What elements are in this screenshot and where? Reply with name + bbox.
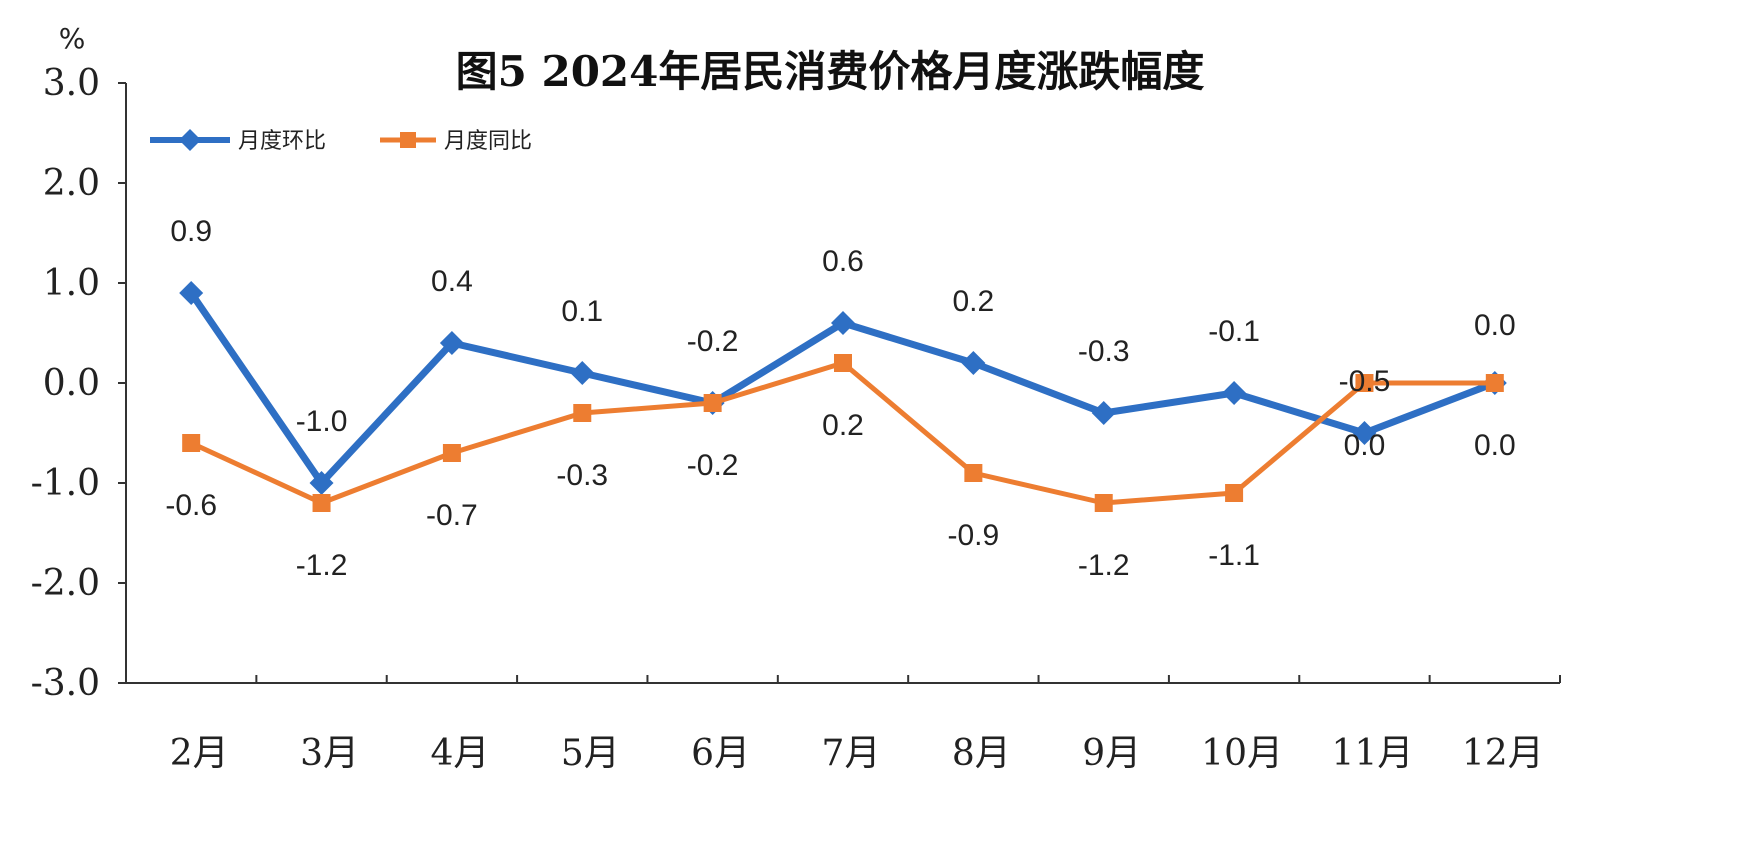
- y-tick-label: 3.0: [43, 63, 100, 104]
- data-label-1: 0.1: [561, 295, 603, 328]
- x-tick-label: 12月: [1462, 733, 1544, 774]
- data-label-1: -0.3: [1078, 335, 1130, 368]
- x-tick-label: 4月: [430, 733, 489, 774]
- data-point-1: [179, 281, 204, 305]
- data-label-2: 0.0: [1344, 429, 1386, 462]
- data-label-1: 0.9: [170, 215, 212, 248]
- y-axis-unit: %: [59, 22, 86, 55]
- series-layer: [179, 281, 1507, 512]
- data-label-2: -1.1: [1208, 539, 1260, 572]
- data-label-1: 0.2: [953, 285, 995, 318]
- data-point-1: [831, 311, 855, 335]
- data-label-2: -0.6: [165, 489, 217, 522]
- data-point-2: [1094, 494, 1113, 512]
- data-label-1: -1.0: [296, 405, 348, 438]
- y-tick-label: -3.0: [31, 663, 100, 704]
- data-point-2: [703, 394, 722, 412]
- data-point-1: [570, 361, 595, 385]
- legend-marker-2: [400, 132, 416, 148]
- data-label-2: -1.2: [1078, 549, 1130, 582]
- y-tick-label: 2.0: [43, 163, 100, 204]
- data-point-2: [964, 464, 983, 482]
- data-point-1: [961, 351, 986, 375]
- x-tick-label: 3月: [300, 733, 359, 774]
- data-label-2: -0.9: [948, 519, 1000, 552]
- data-point-1: [1091, 401, 1116, 425]
- data-label-1: -0.1: [1208, 315, 1260, 348]
- data-point-2: [312, 494, 331, 512]
- data-label-2: -0.7: [426, 499, 478, 532]
- data-label-2: -0.3: [556, 459, 608, 492]
- legend-label-1: 月度环比: [238, 129, 326, 154]
- y-tick-label: 0.0: [43, 363, 100, 404]
- legend-marker-1: [179, 129, 201, 151]
- data-label-1: -0.2: [687, 325, 739, 358]
- x-tick-label: 6月: [691, 733, 750, 774]
- x-tick-label: 7月: [822, 733, 881, 774]
- data-point-2: [182, 434, 201, 452]
- data-point-2: [1355, 374, 1374, 392]
- legend-label-2: 月度同比: [444, 129, 532, 154]
- axes: 3.0 2.0 1.0 0.0 -1.0 -2.0 -3.0 2月 3月 4月 5月 6月 7月 8月 9月…: [31, 63, 1561, 774]
- x-tick-label: 9月: [1082, 733, 1141, 774]
- data-point-1: [1222, 381, 1247, 405]
- x-tick-label: 8月: [952, 733, 1011, 774]
- data-label-1: 0.4: [431, 265, 473, 298]
- data-point-1: [1352, 421, 1377, 445]
- data-label-1: 0.6: [822, 245, 864, 278]
- x-tick-label: 10月: [1201, 733, 1283, 774]
- data-point-2: [1225, 484, 1244, 502]
- chart-title: 图5 2024年居民消费价格月度涨跌幅度: [456, 47, 1205, 96]
- x-tick-label: 5月: [561, 733, 620, 774]
- data-label-2: 0.0: [1474, 429, 1516, 462]
- data-label-2: 0.2: [822, 409, 864, 442]
- data-label-2: -1.2: [296, 549, 348, 582]
- y-tick-label: -2.0: [31, 563, 100, 604]
- data-point-2: [573, 404, 592, 422]
- data-label-2: -0.2: [687, 449, 739, 482]
- y-tick-label: 1.0: [43, 263, 100, 304]
- data-labels: 0.9 -1.0 0.4 0.1 -0.2 0.6 0.2 -0.3 -0.1 -0.5 0.0 -0…: [165, 215, 1515, 582]
- data-point-1: [309, 471, 334, 495]
- data-label-1: -0.5: [1339, 365, 1391, 398]
- data-point-2: [834, 354, 852, 372]
- data-point-2: [442, 444, 461, 462]
- x-tick-label: 2月: [170, 733, 229, 774]
- data-label-1: 0.0: [1474, 309, 1516, 342]
- data-point-1: [439, 331, 464, 355]
- legend: 月度环比 月度同比: [150, 129, 532, 154]
- y-tick-label: -1.0: [31, 463, 100, 504]
- data-point-2: [1485, 374, 1504, 392]
- x-tick-label: 11月: [1332, 733, 1414, 774]
